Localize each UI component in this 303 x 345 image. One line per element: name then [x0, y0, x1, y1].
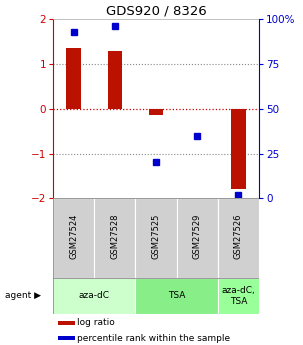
- Text: aza-dC,
TSA: aza-dC, TSA: [221, 286, 255, 306]
- Bar: [66, 48, 81, 109]
- Bar: [177, 198, 218, 278]
- Bar: [135, 278, 218, 314]
- Bar: [218, 278, 259, 314]
- Text: aza-dC: aza-dC: [79, 291, 110, 300]
- Bar: [149, 109, 163, 115]
- Bar: [53, 278, 135, 314]
- Text: GSM27528: GSM27528: [110, 214, 119, 259]
- Text: GSM27526: GSM27526: [234, 214, 243, 259]
- Text: percentile rank within the sample: percentile rank within the sample: [77, 334, 230, 343]
- Title: GDS920 / 8326: GDS920 / 8326: [106, 5, 206, 18]
- Bar: [94, 198, 135, 278]
- Bar: [53, 198, 94, 278]
- Bar: [58, 336, 75, 340]
- Text: GSM27524: GSM27524: [69, 214, 78, 259]
- Bar: [108, 51, 122, 109]
- Text: GSM27525: GSM27525: [152, 214, 161, 259]
- Bar: [231, 109, 246, 188]
- Text: log ratio: log ratio: [77, 318, 115, 327]
- Text: agent ▶: agent ▶: [5, 291, 41, 300]
- Bar: [58, 321, 75, 325]
- Text: GSM27529: GSM27529: [193, 214, 202, 259]
- Bar: [135, 198, 177, 278]
- Bar: [218, 198, 259, 278]
- Text: TSA: TSA: [168, 291, 185, 300]
